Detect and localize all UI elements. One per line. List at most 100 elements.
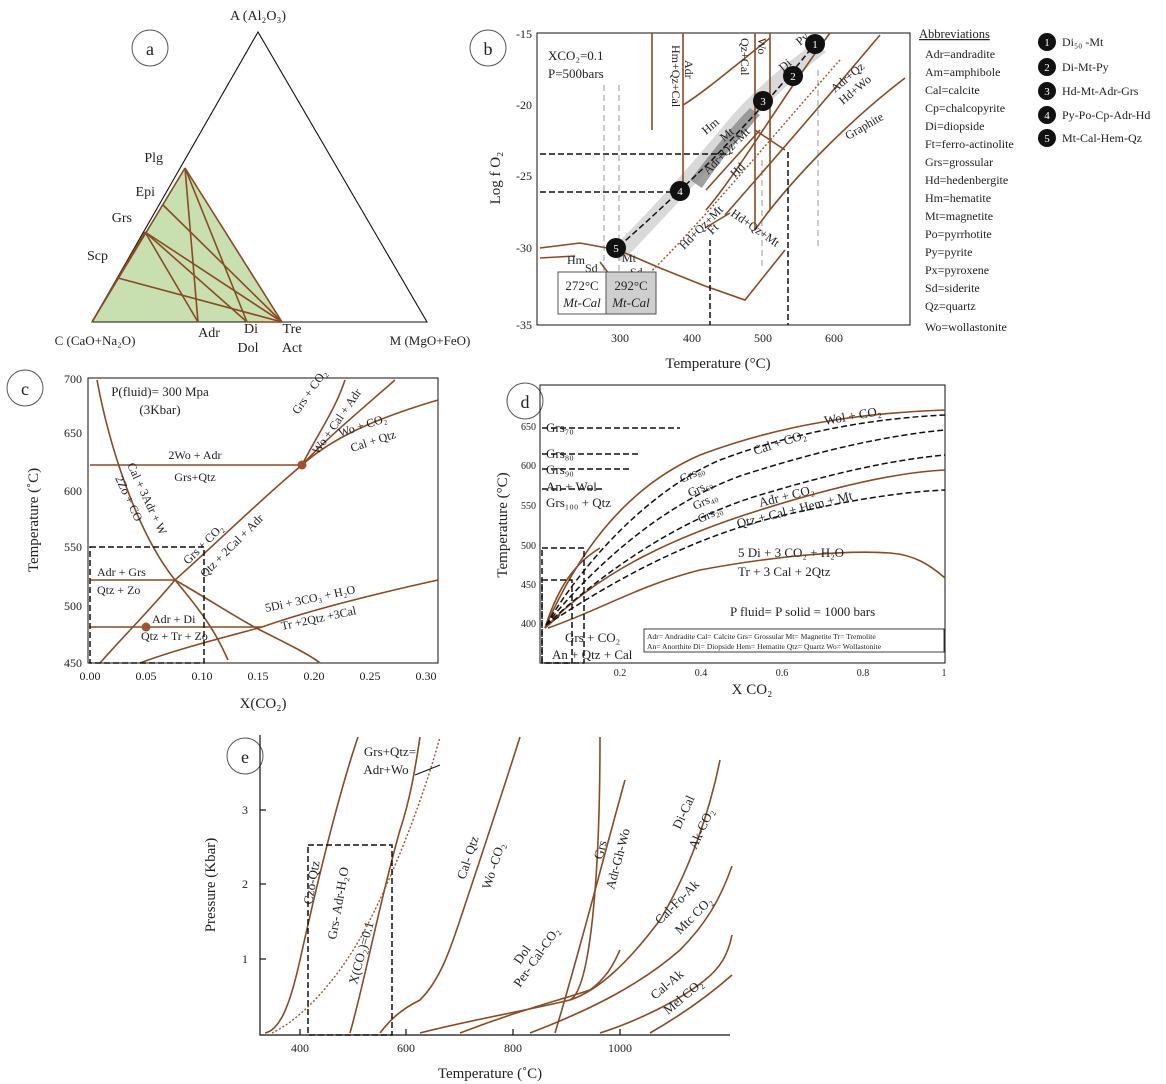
d-curve-11: Grs + CO₂ xyxy=(565,630,620,645)
abbrev-1: Adr=andradite xyxy=(925,47,995,61)
c-invariant-point-2 xyxy=(141,622,151,632)
d-curve-10: Tr + 3 Cal + 2Qtz xyxy=(738,564,831,579)
c-dashed-box xyxy=(89,546,205,664)
b-ytick-5: -35 xyxy=(516,318,532,332)
e-ticks xyxy=(260,809,621,1035)
d-grs-100: Grs₁₀₀ + Qtz xyxy=(546,495,611,510)
e-xtick-600: 600 xyxy=(397,1041,415,1055)
b-xtick-2: 400 xyxy=(683,331,701,345)
e-pointer xyxy=(414,764,441,776)
c-xtick-4: 0.20 xyxy=(304,669,325,683)
d-xlabel: X CO₂ xyxy=(732,682,773,698)
b-field-hdqzmt-1: Hd+Qz+Mt xyxy=(676,202,726,252)
panel-b-label: b xyxy=(484,39,493,59)
panel-c-badge xyxy=(6,369,44,407)
b-ytick-4: -30 xyxy=(516,241,532,255)
b-point-4-label: 4 xyxy=(677,186,683,198)
b-curves xyxy=(539,32,906,301)
mineral-plg: Plg xyxy=(144,151,163,166)
legend-4-dot xyxy=(1038,106,1056,124)
d-curves xyxy=(544,409,946,629)
d-xtick-1: 0.2 xyxy=(614,668,627,679)
e-label-2: Adr+Wo xyxy=(363,762,408,777)
d-ytick-450: 450 xyxy=(521,580,536,591)
b-xtick-1: 300 xyxy=(611,331,629,345)
c-rxn-11: Adr + Grs xyxy=(97,565,146,579)
mineral-grs: Grs xyxy=(112,211,132,226)
panel-e-label: e xyxy=(241,747,249,767)
e-xtick-800: 800 xyxy=(504,1041,522,1055)
tie-lines xyxy=(91,167,283,323)
b-point-2-label: 2 xyxy=(790,71,796,83)
d-ytick-500: 500 xyxy=(521,541,536,552)
abbrev-title: Abbreviations xyxy=(919,27,990,41)
b-point-2 xyxy=(783,66,803,86)
mineral-act: Act xyxy=(282,341,302,356)
abbrev-2: Am=amphibole xyxy=(925,65,1000,79)
b-xtick-3: 500 xyxy=(754,331,772,345)
legend-3-text: Hd-Mt-Adr-Grs xyxy=(1062,84,1139,98)
legend-4-text: Py-Po-Cp-Adr-Hd xyxy=(1062,108,1150,122)
d-ytick-550: 550 xyxy=(521,501,536,512)
b-point-5-label: 5 xyxy=(613,243,619,255)
d-ylabel: Temperature (°C) xyxy=(495,472,511,577)
e-dashed-box xyxy=(307,844,393,1036)
d-grs-70: Grs₇₀ xyxy=(546,420,574,435)
d-key-line-1: Adr= Andradite Cal= Calcite Grs= Grossul… xyxy=(647,632,876,641)
point-legend: 1 Di₅₀ -Mt 2 Di-Mt-Py 3 Hd-Mt-Adr-Grs 4 … xyxy=(1038,33,1150,147)
d-xtick-3: 0.6 xyxy=(776,668,789,679)
e-label-6: Cal- Qtz xyxy=(454,834,482,881)
b-ylabel: Log f O₂ xyxy=(488,152,504,205)
d-an-wol: An + Wol xyxy=(546,479,597,494)
d-key-box xyxy=(643,628,945,653)
e-label-10: Grs xyxy=(590,839,609,861)
legend-4-num: 4 xyxy=(1044,110,1050,122)
c-xtick-2: 0.10 xyxy=(192,669,213,683)
d-grs-80: Grs₈₀ xyxy=(546,446,574,461)
abbrev-6: Ft=ferro-actinolite xyxy=(925,137,1014,151)
abbrev-7: Grs=grossular xyxy=(925,155,993,169)
panel-a-badge xyxy=(131,29,169,67)
e-ytick-2: 2 xyxy=(242,877,248,891)
b-field-adr: Adr xyxy=(682,60,696,79)
c-ytick-600: 600 xyxy=(64,484,82,498)
e-ytick-3: 3 xyxy=(242,803,248,817)
e-xlabel: Temperature (˚C) xyxy=(438,1066,542,1082)
e-axes xyxy=(259,735,730,1036)
apex-right-label: M (MgO+FeO) xyxy=(390,333,471,348)
mineral-di: Di xyxy=(244,322,258,337)
d-grs-90: Grs₉₀ xyxy=(546,462,574,477)
abbrev-8: Hd=hedenbergite xyxy=(925,173,1008,187)
e-ytick-1: 1 xyxy=(242,952,248,966)
legend-2-dot xyxy=(1038,58,1056,76)
e-label-11: Adr-Gh-Wo xyxy=(602,827,633,891)
legend-3-dot xyxy=(1038,82,1056,100)
c-ytick-500: 500 xyxy=(64,599,82,613)
abbrev-15: Qz=quartz xyxy=(925,299,976,313)
c-rxn-5: 2Wo + Adr xyxy=(168,448,221,462)
panel-c: c 700 650 600 550 500 450 0.00 0.05 0.10… xyxy=(6,367,439,712)
b-point-1 xyxy=(805,34,825,54)
legend-5-dot xyxy=(1038,129,1056,147)
c-xlabel: X(CO₂) xyxy=(240,696,287,712)
b-field-wo: Wo xyxy=(755,38,769,54)
abbrev-16: Wo=wollastonite xyxy=(925,320,1007,334)
d-xtick-2: 0.4 xyxy=(695,668,708,679)
c-xtick-6: 0.30 xyxy=(416,669,437,683)
b-tempbox-2 xyxy=(605,271,657,315)
c-rxn-13: Adr + Di xyxy=(152,612,196,626)
panel-e-badge xyxy=(226,737,264,775)
e-label-1: Grs+Qtz= xyxy=(364,744,416,759)
b-field-qzcal: Qz+Cal xyxy=(738,38,752,76)
b-ytick-3: -25 xyxy=(516,169,532,183)
panel-c-label: c xyxy=(21,379,29,399)
mineral-dol: Dol xyxy=(238,341,259,356)
b-ytick-1: -15 xyxy=(516,27,532,41)
c-xtick-0: 0.00 xyxy=(80,669,101,683)
b-dotted-curve xyxy=(619,59,841,301)
apex-left-label: C (CaO+Na₂O) xyxy=(55,333,136,348)
d-xtick-4: 0.8 xyxy=(857,668,870,679)
c-xtick-3: 0.15 xyxy=(248,669,269,683)
legend-2-num: 2 xyxy=(1044,62,1050,74)
c-ytick-550: 550 xyxy=(64,540,82,554)
